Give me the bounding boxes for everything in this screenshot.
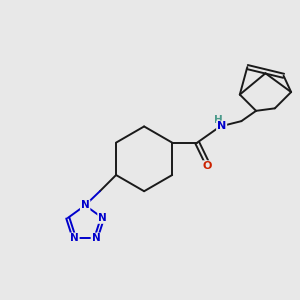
Text: N: N bbox=[92, 233, 100, 243]
Text: N: N bbox=[217, 122, 226, 131]
Text: N: N bbox=[70, 233, 79, 243]
Text: N: N bbox=[81, 200, 89, 210]
Text: O: O bbox=[203, 161, 212, 171]
Text: H: H bbox=[214, 115, 223, 125]
Text: N: N bbox=[98, 213, 107, 223]
